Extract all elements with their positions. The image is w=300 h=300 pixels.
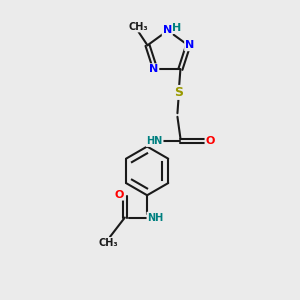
Text: H: H [172,23,181,33]
Text: NH: NH [147,212,164,223]
Text: CH₃: CH₃ [99,238,118,248]
Text: O: O [114,190,124,200]
Text: O: O [206,136,215,146]
Text: N: N [163,25,172,35]
Text: HN: HN [146,136,163,146]
Text: N: N [185,40,194,50]
Text: CH₃: CH₃ [129,22,148,32]
Text: N: N [149,64,158,74]
Text: S: S [174,86,183,99]
